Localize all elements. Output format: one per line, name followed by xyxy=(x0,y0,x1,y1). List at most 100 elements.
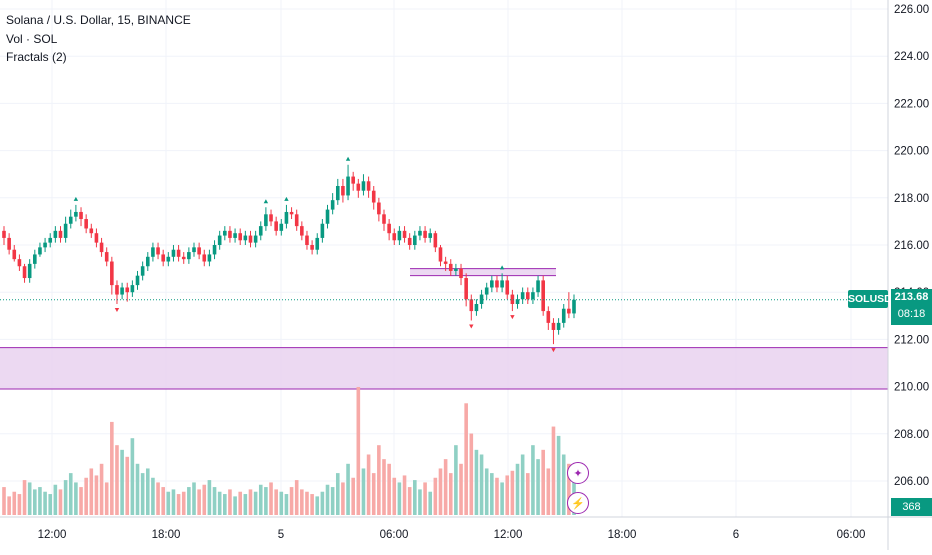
candle-body[interactable] xyxy=(330,200,335,210)
support-zone[interactable] xyxy=(410,268,556,276)
candle-body[interactable] xyxy=(284,211,289,224)
candle-body[interactable] xyxy=(212,245,217,255)
candle-body[interactable] xyxy=(382,214,386,224)
candle-body[interactable] xyxy=(207,254,212,262)
candle-body[interactable] xyxy=(22,266,27,279)
candle-body[interactable] xyxy=(99,242,104,253)
candle-body[interactable] xyxy=(104,252,109,262)
candle-body[interactable] xyxy=(536,280,540,293)
candle-body[interactable] xyxy=(156,247,160,255)
candle-body[interactable] xyxy=(490,280,494,288)
candle-body[interactable] xyxy=(469,299,474,312)
candle-body[interactable] xyxy=(2,230,6,238)
candle-body[interactable] xyxy=(27,263,32,279)
candle-body[interactable] xyxy=(392,233,397,241)
candle-body[interactable] xyxy=(176,249,181,257)
candle-body[interactable] xyxy=(305,235,309,245)
candle-body[interactable] xyxy=(253,235,258,243)
candle-body[interactable] xyxy=(407,237,412,245)
candle-body[interactable] xyxy=(397,230,402,241)
candle-body[interactable] xyxy=(89,228,94,234)
volume-indicator-label[interactable]: Vol · SOL xyxy=(6,31,58,46)
candle-body[interactable] xyxy=(443,261,448,264)
candle-body[interactable] xyxy=(556,322,561,330)
candle-body[interactable] xyxy=(567,308,571,314)
candle-body[interactable] xyxy=(197,247,201,255)
candle-body[interactable] xyxy=(474,304,479,312)
candle-body[interactable] xyxy=(223,230,227,236)
candle-body[interactable] xyxy=(258,226,263,236)
candle-body[interactable] xyxy=(325,209,330,224)
candle-body[interactable] xyxy=(94,233,99,243)
candle-body[interactable] xyxy=(130,285,135,293)
candle-body[interactable] xyxy=(520,292,525,300)
candle-body[interactable] xyxy=(546,311,551,323)
candle-body[interactable] xyxy=(53,230,58,238)
candle-body[interactable] xyxy=(43,242,47,248)
sparkle-button[interactable]: ✦ xyxy=(567,462,589,484)
candle-body[interactable] xyxy=(79,211,83,220)
candle-body[interactable] xyxy=(525,292,530,300)
candle-body[interactable] xyxy=(300,226,304,236)
candle-body[interactable] xyxy=(346,176,350,196)
candle-body[interactable] xyxy=(484,287,489,295)
candle-body[interactable] xyxy=(74,211,78,217)
candle-body[interactable] xyxy=(202,254,207,262)
candle-body[interactable] xyxy=(228,230,232,238)
candle-body[interactable] xyxy=(120,287,124,295)
candle-body[interactable] xyxy=(310,245,314,250)
candle-body[interactable] xyxy=(166,256,171,262)
candle-body[interactable] xyxy=(438,247,443,262)
support-zone[interactable] xyxy=(0,347,888,389)
candle-body[interactable] xyxy=(351,176,355,184)
candle-body[interactable] xyxy=(433,233,438,248)
candle-body[interactable] xyxy=(413,235,417,245)
candle-body[interactable] xyxy=(151,247,155,257)
candle-body[interactable] xyxy=(192,247,196,253)
symbol-title[interactable]: Solana / U.S. Dollar, 15, BINANCE xyxy=(6,13,191,27)
candle-body[interactable] xyxy=(454,268,458,271)
candle-body[interactable] xyxy=(274,221,278,231)
candle-body[interactable] xyxy=(161,254,165,262)
candle-body[interactable] xyxy=(418,230,422,236)
candle-body[interactable] xyxy=(7,237,11,250)
candle-body[interactable] xyxy=(110,261,114,286)
candle-body[interactable] xyxy=(238,233,243,241)
candle-body[interactable] xyxy=(135,275,140,286)
candle-body[interactable] xyxy=(377,202,381,215)
candle-body[interactable] xyxy=(341,186,345,196)
candle-body[interactable] xyxy=(181,256,186,260)
candle-body[interactable] xyxy=(371,190,376,203)
candle-body[interactable] xyxy=(233,233,237,238)
candle-body[interactable] xyxy=(289,211,294,215)
candle-body[interactable] xyxy=(459,268,463,279)
candle-body[interactable] xyxy=(464,278,468,300)
candle-body[interactable] xyxy=(572,299,576,314)
candle-body[interactable] xyxy=(187,252,191,260)
fractals-indicator-label[interactable]: Fractals (2) xyxy=(6,50,67,64)
candle-body[interactable] xyxy=(125,287,130,293)
candle-body[interactable] xyxy=(510,294,515,304)
candle-body[interactable] xyxy=(541,280,545,312)
candle-body[interactable] xyxy=(294,214,299,227)
candle-body[interactable] xyxy=(479,294,484,304)
candle-body[interactable] xyxy=(366,181,371,191)
candle-body[interactable] xyxy=(335,186,340,201)
candle-body[interactable] xyxy=(17,259,22,267)
candle-body[interactable] xyxy=(58,230,63,238)
candle-body[interactable] xyxy=(269,214,273,222)
candle-body[interactable] xyxy=(145,256,150,267)
candle-body[interactable] xyxy=(515,299,520,304)
candle-body[interactable] xyxy=(171,249,176,257)
candle-body[interactable] xyxy=(84,219,88,229)
candle-body[interactable] xyxy=(217,235,222,245)
lightning-button[interactable]: ⚡ xyxy=(567,492,589,514)
candle-body[interactable] xyxy=(140,266,145,276)
candle-body[interactable] xyxy=(495,280,499,288)
candle-body[interactable] xyxy=(243,235,248,241)
candle-body[interactable] xyxy=(63,223,68,238)
candle-body[interactable] xyxy=(68,216,73,224)
candle-body[interactable] xyxy=(38,247,42,255)
